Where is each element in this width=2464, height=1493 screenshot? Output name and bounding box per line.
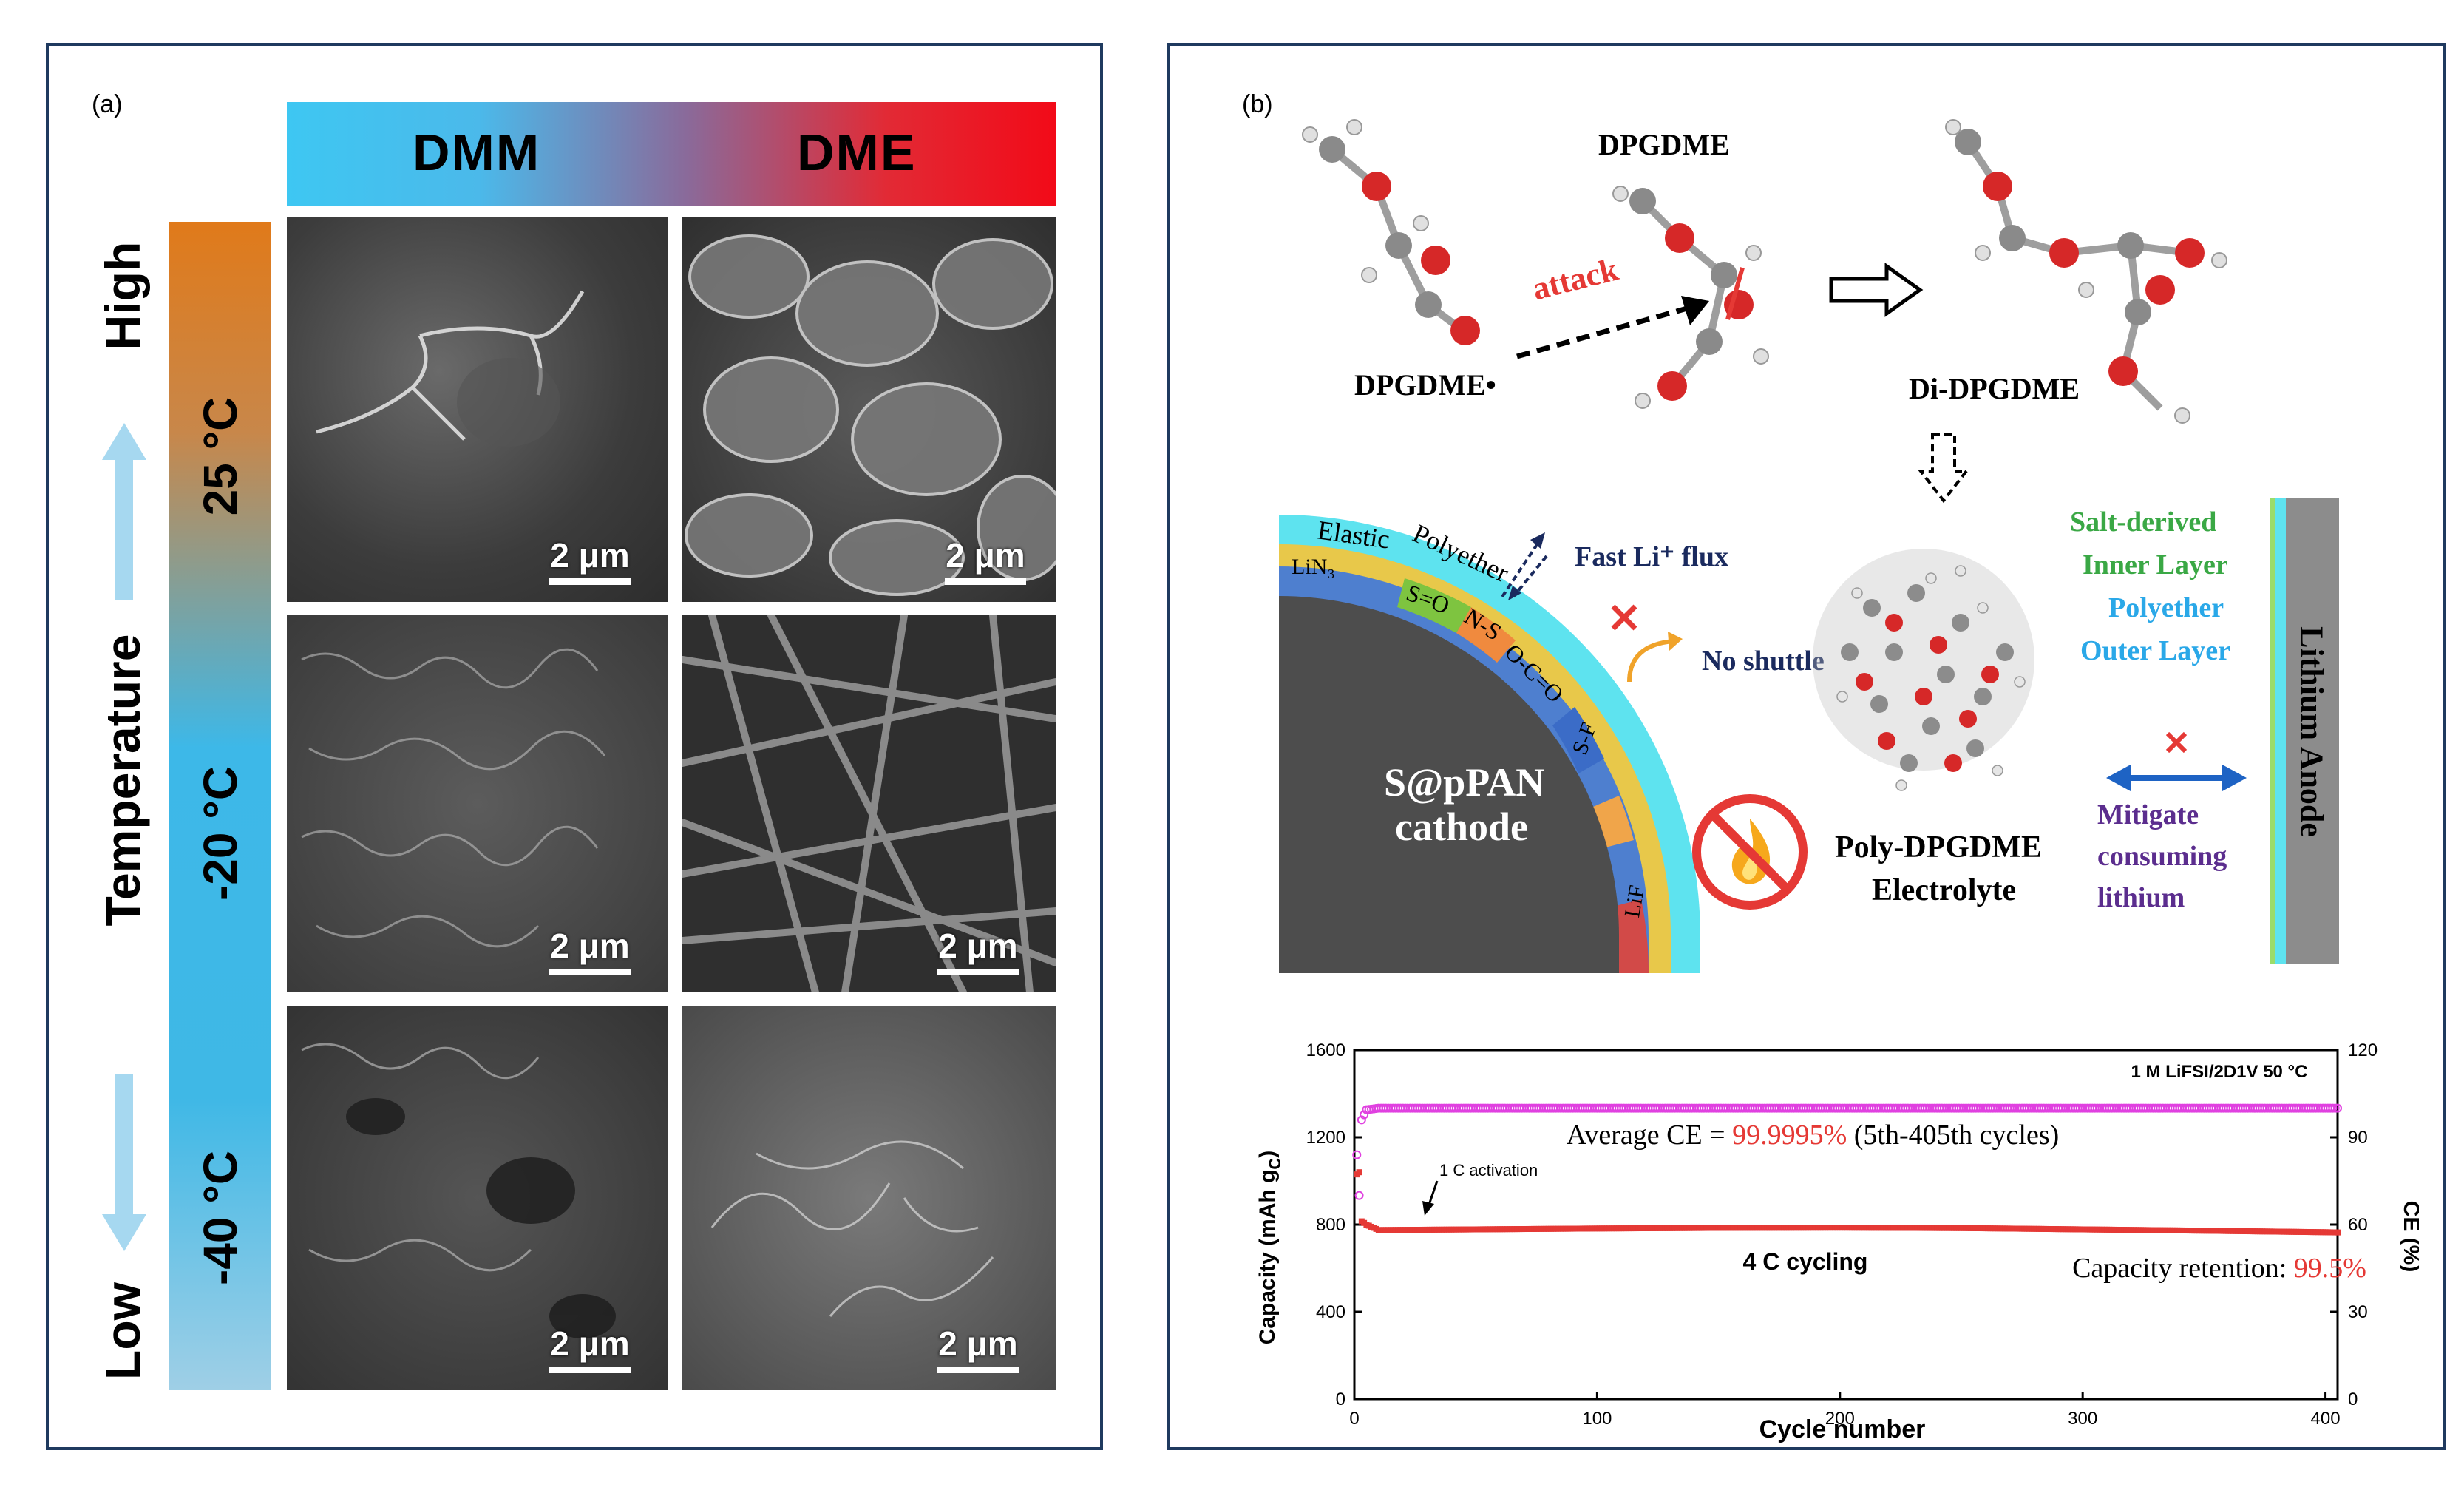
x-tick-label: 200 (1825, 1409, 1855, 1429)
annotation-avg-ce: Average CE = 99.9995% (5th-405th cycles) (1567, 1120, 2060, 1151)
scale-bar: 2 μm (919, 1324, 1037, 1373)
li-flux-arrows-icon (1501, 532, 1548, 600)
panel-a-label: (a) (92, 90, 123, 118)
label-lin3: LiN₃ (1292, 555, 1335, 579)
y-right-tick-label: 60 (2348, 1215, 2368, 1235)
solvent-header: DMM DME (287, 102, 1056, 206)
poly-dpgdme-network (1813, 549, 2034, 791)
capacity-point (2335, 1229, 2341, 1236)
label-poly-2: Electrolyte (1872, 873, 2017, 907)
y-right-tick-label: 30 (2348, 1302, 2368, 1322)
x-tick-label: 300 (2068, 1409, 2097, 1429)
chart-ylabel-left: Capacity (mAh gC) (1255, 1151, 1284, 1345)
shuttle-blocked-icon (1611, 604, 1683, 683)
label-di-dpgdme: Di-DPGDME (1909, 372, 2080, 405)
axis-low: Low (95, 1282, 150, 1380)
y-left-tick-label: 1200 (1306, 1128, 1345, 1148)
cycling-chart: 0 100 200 300 400 0 400 800 1200 1600 0 30 60 90 120 C… (1255, 1040, 2419, 1443)
interphase-outer-layer (2275, 498, 2286, 964)
scale-bar: 2 μm (919, 926, 1037, 975)
chart-ylabel-right: CE (%) (2399, 1201, 2419, 1273)
label-lithium-anode: Lithium Anode (2293, 626, 2330, 837)
x-tick-label: 400 (2311, 1409, 2341, 1429)
y-left-tick-label: 0 (1336, 1389, 1345, 1409)
cathode-interphase-diagram (1279, 515, 1700, 973)
y-right-tick-label: 90 (2348, 1128, 2368, 1148)
annotation-cycling: 4 C cycling (1743, 1248, 1868, 1275)
temp-label-minus20: -20 °C (194, 765, 247, 901)
panel-a: (a) DMM DME 25 °C -20 °C -40 °C High Tem… (46, 43, 1103, 1450)
double-arrow-icon (2106, 731, 2247, 791)
arrow-down-icon (102, 1074, 146, 1251)
y-right-tick-label: 0 (2348, 1389, 2358, 1409)
y-right-tick-label: 120 (2348, 1040, 2378, 1060)
x-tick-label: 0 (1349, 1409, 1359, 1429)
attack-arrow-icon (1516, 296, 1709, 359)
label-mitigate-1: Mitigate (2097, 799, 2199, 830)
header-dme: DME (797, 123, 917, 181)
annotation-condition: 1 M LiFSI/2D1V 50 °C (2131, 1062, 2307, 1082)
label-mitigate-3: lithium (2097, 882, 2185, 913)
annotation-activation: 1 C activation (1439, 1161, 1538, 1179)
label-salt-1: Salt-derived (2070, 507, 2217, 538)
lithium-anode: Lithium Anode (2286, 498, 2339, 964)
scale-bar: 2 μm (531, 535, 649, 585)
sem-dmm-25c: 2 μm (287, 217, 668, 602)
panel-b-label: (b) (1242, 90, 1273, 118)
dpgdme-radical-molecule (1302, 119, 1480, 345)
label-mitigate-2: consuming (2097, 841, 2227, 872)
label-salt-2: Inner Layer (2083, 549, 2228, 580)
cleave-mark-icon (1725, 267, 1745, 320)
sem-dmm-minus40c: 2 μm (287, 1006, 668, 1390)
di-dpgdme-molecule (1945, 119, 2227, 424)
dpgdme-molecule (1612, 186, 1769, 409)
scale-bar: 2 μm (531, 926, 649, 975)
label-dpgdme: DPGDME (1598, 128, 1730, 161)
label-cathode-1: S@pPAN (1384, 760, 1545, 805)
sem-dme-25c: 2 μm (682, 217, 1056, 602)
panel-b: (b) DPGDME• DPGDME attack Di-DPGDME (1167, 43, 2446, 1450)
activation-pointer (1427, 1180, 1439, 1208)
scale-bar: 2 μm (531, 1324, 649, 1373)
axis-high: High (95, 241, 150, 351)
hollow-arrow-down-icon (1918, 433, 1969, 504)
ce-point (1354, 1191, 1364, 1200)
temp-label-25: 25 °C (194, 396, 247, 516)
hollow-arrow-right-icon (1829, 263, 1924, 317)
label-poly-1: Poly-DPGDME (1835, 830, 2042, 864)
plot-frame (1353, 1049, 2339, 1401)
capacity-point (1356, 1169, 1362, 1176)
temperature-bar: 25 °C -20 °C -40 °C (169, 222, 271, 1390)
axis-temperature: Temperature (95, 634, 150, 927)
activation-pointer-head (1422, 1201, 1434, 1216)
label-outer-1: Polyether (2108, 592, 2224, 623)
y-left-tick-label: 800 (1316, 1215, 1345, 1235)
no-fire-icon (1692, 794, 1808, 910)
ce-point (1352, 1150, 1362, 1159)
sem-dmm-minus20c: 2 μm (287, 615, 668, 992)
sem-dme-minus40c: 2 μm (682, 1006, 1056, 1390)
sem-dme-minus20c: 2 μm (682, 615, 1056, 992)
y-left-tick-label: 1600 (1306, 1040, 1345, 1060)
ce-point (1357, 1115, 1366, 1125)
label-no-shuttle: No shuttle (1702, 646, 1825, 677)
annotation-retention: Capacity retention: 99.5% (2072, 1253, 2366, 1284)
ce-point (2333, 1103, 2342, 1113)
ce-point (1360, 1110, 1369, 1120)
label-fast-flux: Fast Li⁺ flux (1575, 541, 1728, 572)
scale-bar: 2 μm (926, 535, 1045, 585)
interphase-inner-layer (2270, 498, 2275, 964)
chart-xlabel: Cycle number (1759, 1415, 1926, 1443)
arrow-up-icon (102, 423, 146, 600)
header-dmm: DMM (413, 123, 541, 181)
temp-label-minus40: -40 °C (194, 1150, 247, 1286)
label-cathode-2: cathode (1395, 805, 1528, 849)
label-dpgdme-radical: DPGDME• (1354, 368, 1496, 402)
y-left-tick-label: 400 (1316, 1302, 1345, 1322)
x-tick-label: 100 (1582, 1409, 1612, 1429)
label-outer-2: Outer Layer (2080, 635, 2230, 666)
